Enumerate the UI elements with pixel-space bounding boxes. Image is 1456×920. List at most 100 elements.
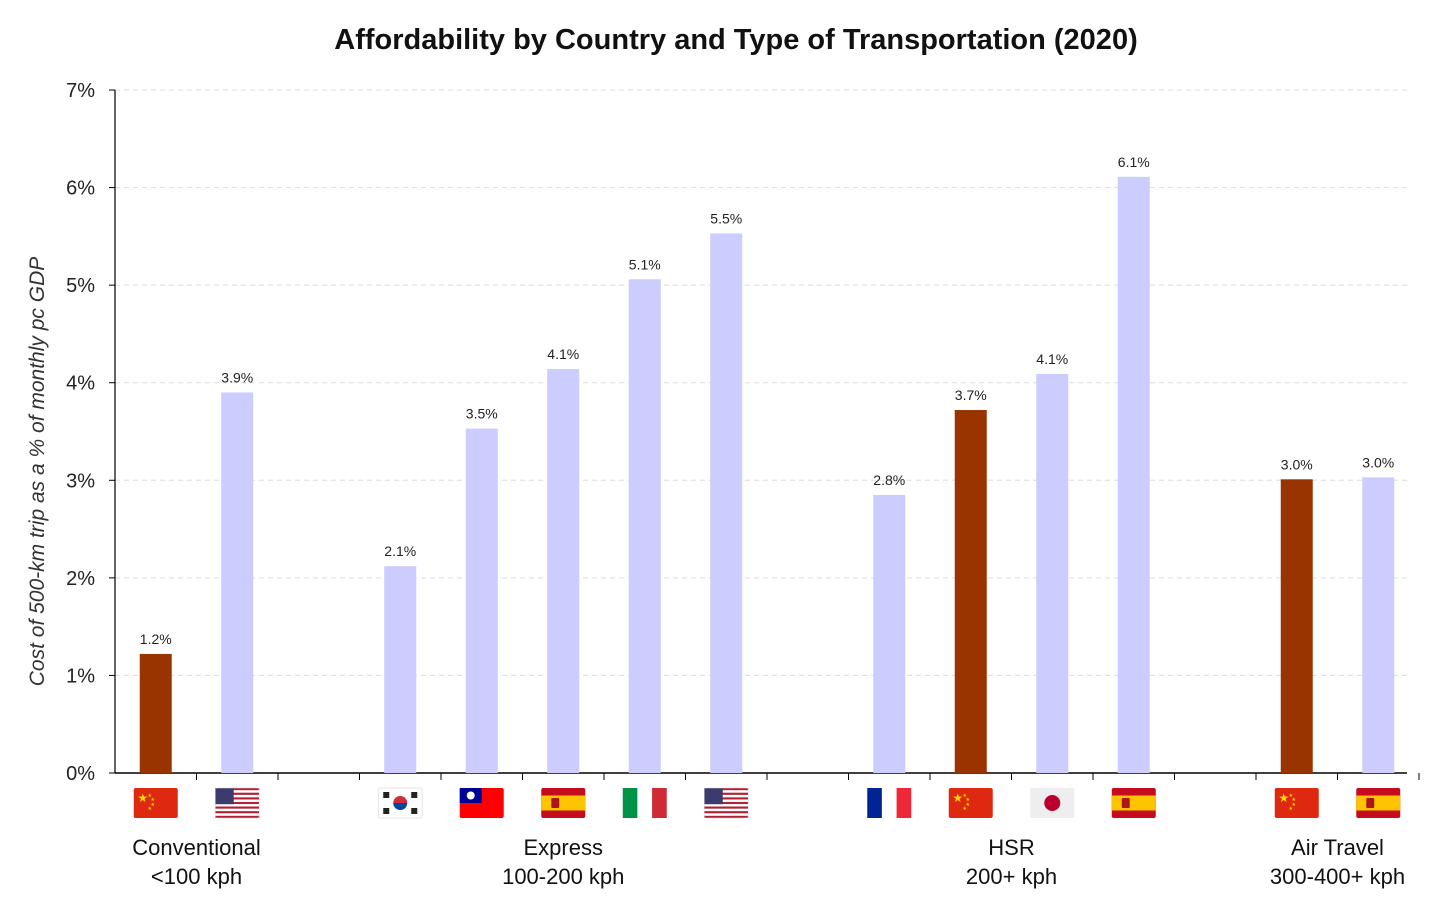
star-icon: ★	[952, 791, 963, 805]
flag-field	[133, 788, 178, 818]
flag-stripe	[215, 811, 260, 814]
y-tick-label: 6%	[66, 178, 95, 200]
group-label-line1: Air Travel	[1291, 835, 1384, 860]
trigram	[383, 808, 390, 814]
trigram	[383, 792, 390, 798]
flag-us-icon	[704, 787, 749, 819]
data-label: 3.0%	[1281, 456, 1313, 472]
coat-of-arms-icon	[1121, 798, 1130, 808]
bar-us	[221, 392, 254, 773]
star-icon: ★	[148, 793, 153, 799]
star-icon: ★	[1278, 791, 1289, 805]
data-label: 2.8%	[873, 472, 905, 488]
flag-cn-icon: ★ ★★★★	[1274, 788, 1319, 818]
flag-stripe	[215, 808, 260, 812]
flag-stripe	[652, 788, 667, 818]
data-label: 4.1%	[547, 346, 579, 362]
data-label: 2.1%	[384, 543, 416, 559]
flag-cn-icon: ★ ★★★★	[948, 788, 993, 818]
flag-stripe	[704, 788, 749, 791]
flag-es-icon	[541, 788, 586, 818]
flag-stripe	[215, 813, 260, 816]
flag-stripe	[622, 788, 638, 818]
group-label-line2: 200+ kph	[966, 864, 1057, 889]
y-tick-label: 4%	[66, 373, 95, 395]
flag-kr-icon	[377, 787, 423, 819]
flag-stripe	[215, 797, 260, 800]
bar-cn	[139, 653, 172, 773]
bar-kr	[384, 566, 417, 773]
y-tick-label: 2%	[66, 568, 95, 590]
bar-cn	[954, 410, 987, 773]
star-icon: ★	[137, 791, 148, 805]
y-tick-label: 0%	[66, 763, 95, 785]
taegeuk-top	[393, 796, 408, 803]
group-label-line2: 100-200 kph	[502, 864, 624, 889]
star-icon: ★	[1289, 806, 1294, 812]
data-label: 3.5%	[466, 406, 498, 422]
flag-es-icon	[1356, 788, 1401, 818]
data-label: 3.7%	[955, 387, 987, 403]
flag-canton	[704, 788, 723, 805]
flag-field	[1274, 788, 1319, 818]
data-label: 3.0%	[1362, 454, 1394, 470]
bar-it	[628, 279, 661, 773]
flag-border	[704, 787, 749, 819]
flag-es-icon	[1111, 788, 1156, 818]
y-tick-label: 5%	[66, 275, 95, 297]
flag-stripe	[704, 806, 749, 809]
flag-border	[215, 787, 260, 819]
coat-of-arms-icon	[1366, 798, 1375, 808]
flag-band	[541, 795, 586, 811]
y-tick-label: 7%	[66, 80, 95, 102]
flag-stripe	[704, 804, 749, 807]
star-icon: ★	[966, 797, 971, 803]
data-label: 6.1%	[1118, 154, 1150, 170]
flag-stripe	[215, 790, 260, 793]
bar-tw	[465, 428, 498, 773]
bar-fr	[873, 494, 906, 773]
star-icon: ★	[151, 802, 156, 808]
sun-disc-icon	[1044, 795, 1061, 811]
flag-stripe	[704, 801, 749, 805]
bar-es	[547, 369, 580, 773]
taegeuk-bottom	[393, 803, 408, 811]
trigram	[411, 792, 418, 798]
star-icon: ★	[963, 806, 968, 812]
group-label-line1: Express	[524, 835, 603, 860]
flag-canton	[215, 788, 234, 805]
flag-fr-icon	[867, 788, 912, 818]
sun-icon	[466, 791, 475, 800]
flag-stripe	[704, 797, 749, 800]
star-icon: ★	[1292, 802, 1297, 808]
flag-stripe	[215, 794, 260, 798]
y-tick-label: 1%	[66, 665, 95, 687]
data-label: 3.9%	[221, 369, 253, 385]
flag-stripe	[867, 788, 882, 818]
y-tick-label: 3%	[66, 470, 95, 492]
flag-stripe	[704, 815, 749, 818]
coat-of-arms-icon	[551, 798, 560, 808]
group-label-line1: HSR	[988, 835, 1034, 860]
data-label: 1.2%	[140, 631, 172, 647]
bar-us	[710, 233, 743, 773]
star-icon: ★	[151, 797, 156, 803]
flag-stripe	[215, 801, 260, 805]
flag-jp-icon	[1030, 788, 1075, 818]
flag-us-icon	[215, 787, 260, 819]
data-label: 4.1%	[1036, 351, 1068, 367]
flag-stripe	[215, 799, 260, 802]
flag-stripe	[215, 804, 260, 807]
flag-stripe	[215, 806, 260, 809]
flag-stripe	[881, 788, 897, 818]
flag-stripe	[215, 788, 260, 791]
trigram	[411, 808, 418, 814]
chart-title: Affordability by Country and Type of Tra…	[334, 24, 1138, 56]
star-icon: ★	[966, 802, 971, 808]
bar-es	[1362, 477, 1395, 773]
flag-field	[948, 788, 993, 818]
flag-stripe	[704, 794, 749, 798]
flag-stripe	[215, 792, 260, 795]
